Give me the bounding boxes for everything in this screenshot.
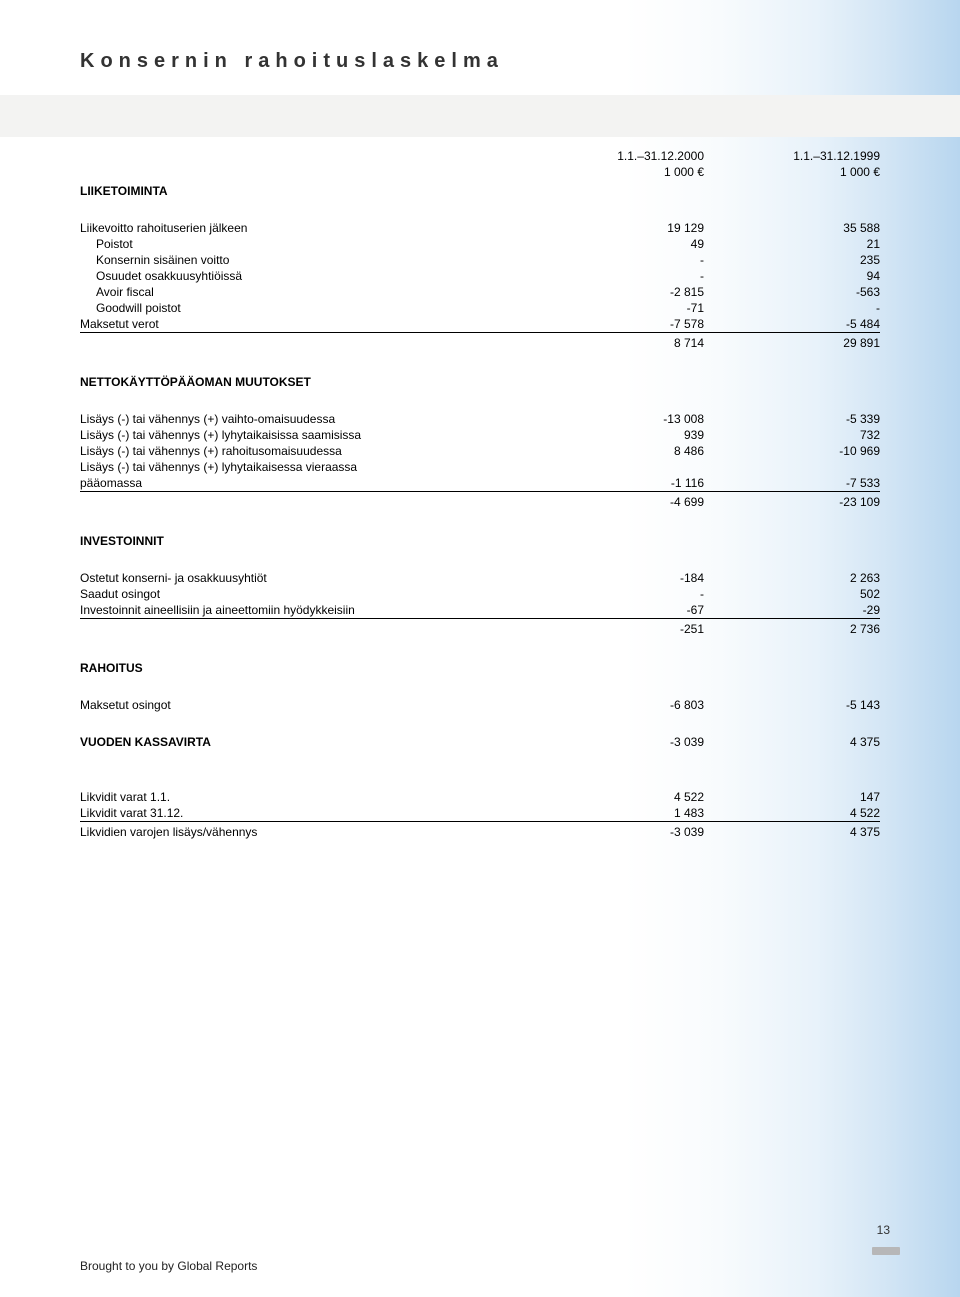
subtotal-row: -4 699-23 109	[80, 492, 880, 513]
final-row: Likvidien varojen lisäys/vähennys-3 0394…	[80, 822, 880, 843]
col1-unit: 1 000 €	[544, 164, 712, 180]
section-label: NETTOKÄYTTÖPÄÄOMAN MUUTOKSET	[80, 371, 544, 393]
section-rahoitus: RAHOITUS	[80, 657, 880, 679]
table-row: Osuudet osakkuusyhtiöissä-94	[80, 268, 880, 284]
col-header-row-2: 1 000 € 1 000 €	[80, 164, 880, 180]
table-row: Avoir fiscal-2 815-563	[80, 284, 880, 300]
col-header-row-1: 1.1.–31.12.2000 1.1.–31.12.1999	[80, 148, 880, 164]
page-title: Konsernin rahoituslaskelma	[80, 50, 880, 73]
table-row: Ostetut konserni- ja osakkuusyhtiöt-1842…	[80, 570, 880, 586]
header-gray-bar	[0, 95, 960, 137]
footer-text: Brought to you by Global Reports	[80, 1259, 257, 1273]
subtotal-row: 8 71429 891	[80, 333, 880, 354]
table-row: Likvidit varat 1.1.4 522147	[80, 789, 880, 805]
subtotal-row: -2512 736	[80, 619, 880, 640]
col2-period: 1.1.–31.12.1999	[712, 148, 880, 164]
table-row: Maksetut verot-7 578-5 484	[80, 316, 880, 333]
table-row: pääomassa-1 116-7 533	[80, 475, 880, 492]
table-row: Lisäys (-) tai vähennys (+) vaihto-omais…	[80, 411, 880, 427]
section-investoinnit: INVESTOINNIT	[80, 530, 880, 552]
table-row: Saadut osingot-502	[80, 586, 880, 602]
table-row: Lisäys (-) tai vähennys (+) lyhytaikaisi…	[80, 427, 880, 443]
table-row: Investoinnit aineellisiin ja aineettomii…	[80, 602, 880, 619]
kassavirta-row: VUODEN KASSAVIRTA -3 039 4 375	[80, 731, 880, 753]
section-label: INVESTOINNIT	[80, 530, 544, 552]
table-row: Poistot4921	[80, 236, 880, 252]
table-row: Lisäys (-) tai vähennys (+) rahoitusomai…	[80, 443, 880, 459]
table-row: Liikevoitto rahoituserien jälkeen19 1293…	[80, 220, 880, 236]
cashflow-table-container: 1.1.–31.12.2000 1.1.–31.12.1999 1 000 € …	[80, 148, 880, 842]
table-row: Likvidit varat 31.12.1 4834 522	[80, 805, 880, 822]
table-row: Maksetut osingot-6 803-5 143	[80, 697, 880, 713]
table-row: Konsernin sisäinen voitto-235	[80, 252, 880, 268]
section-nettokaytto: NETTOKÄYTTÖPÄÄOMAN MUUTOKSET	[80, 371, 880, 393]
section-label: LIIKETOIMINTA	[80, 180, 544, 202]
col2-unit: 1 000 €	[712, 164, 880, 180]
kassavirta-label: VUODEN KASSAVIRTA	[80, 731, 544, 753]
page-tab-mark	[872, 1247, 900, 1255]
page-number: 13	[877, 1223, 890, 1237]
section-label: RAHOITUS	[80, 657, 544, 679]
col1-period: 1.1.–31.12.2000	[544, 148, 712, 164]
table-row: Lisäys (-) tai vähennys (+) lyhytaikaise…	[80, 459, 880, 475]
table-row: Goodwill poistot-71-	[80, 300, 880, 316]
cashflow-table: 1.1.–31.12.2000 1.1.–31.12.1999 1 000 € …	[80, 148, 880, 842]
section-liiketoiminta: LIIKETOIMINTA	[80, 180, 880, 202]
